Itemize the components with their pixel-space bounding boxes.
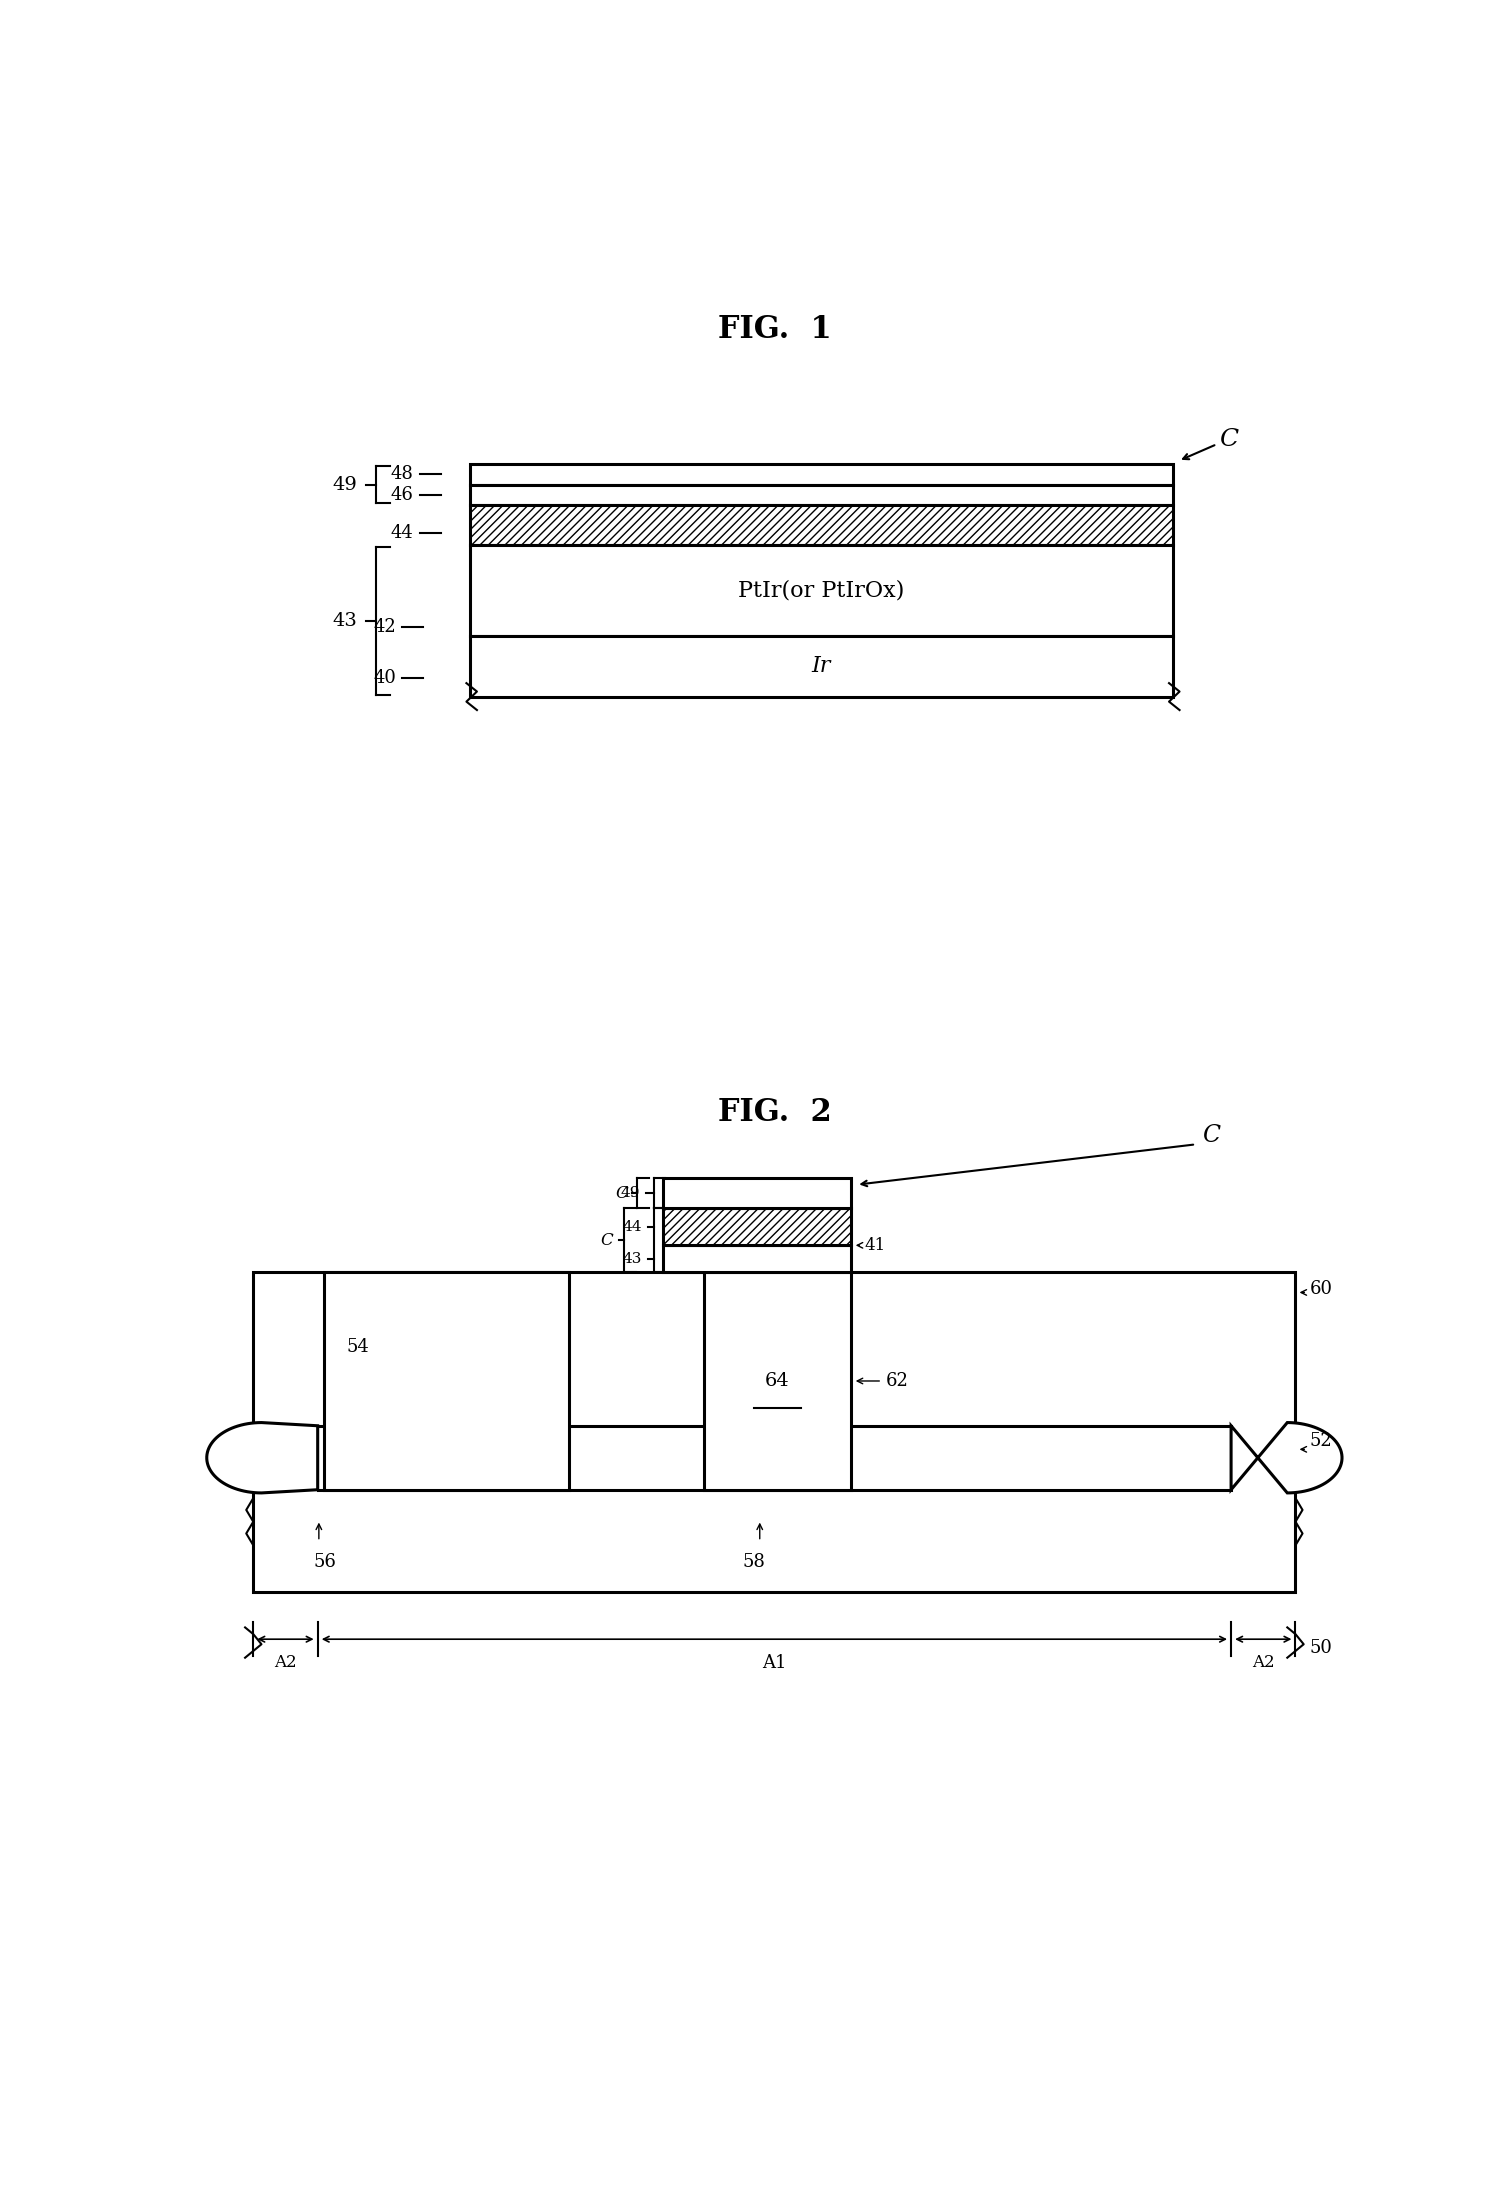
Text: 49: 49 <box>620 1187 639 1200</box>
Bar <box>663 1246 851 1272</box>
Text: C: C <box>1201 1124 1219 1148</box>
Text: Ir: Ir <box>811 656 831 678</box>
Bar <box>254 1272 1295 1591</box>
Text: 58: 58 <box>742 1552 766 1572</box>
Bar <box>470 505 1173 544</box>
Text: 62: 62 <box>885 1373 908 1390</box>
Text: 46: 46 <box>391 485 414 503</box>
Text: 64: 64 <box>765 1373 790 1390</box>
Bar <box>663 1178 851 1209</box>
Text: 44: 44 <box>391 525 414 542</box>
Text: 49: 49 <box>332 477 357 494</box>
Text: 60: 60 <box>1310 1281 1333 1298</box>
Text: FIG.  2: FIG. 2 <box>718 1097 831 1128</box>
Bar <box>470 636 1173 697</box>
Text: PtIr(or PtIrOx): PtIr(or PtIrOx) <box>737 579 905 601</box>
Text: 43: 43 <box>623 1253 642 1266</box>
Text: 43: 43 <box>332 612 357 630</box>
Text: FIG.  1: FIG. 1 <box>718 315 831 345</box>
Bar <box>663 1209 851 1246</box>
Bar <box>470 544 1173 636</box>
Bar <box>470 463 1173 485</box>
Bar <box>470 485 1173 505</box>
Text: 42: 42 <box>373 619 396 636</box>
Text: 56: 56 <box>313 1552 335 1572</box>
Text: C: C <box>615 1185 629 1202</box>
Text: 44: 44 <box>623 1220 642 1233</box>
Text: C: C <box>1219 428 1239 450</box>
Text: 40: 40 <box>373 669 396 686</box>
Text: 41: 41 <box>864 1237 885 1255</box>
Text: A1: A1 <box>762 1655 787 1672</box>
Polygon shape <box>207 1423 317 1493</box>
Bar <box>704 1272 851 1489</box>
Polygon shape <box>1231 1423 1342 1493</box>
Bar <box>323 1272 570 1489</box>
Text: 50: 50 <box>1310 1640 1333 1657</box>
Text: A2: A2 <box>273 1655 296 1672</box>
Text: 52: 52 <box>1310 1432 1333 1449</box>
Text: 48: 48 <box>391 466 414 483</box>
Text: C: C <box>600 1231 613 1248</box>
Text: 54: 54 <box>348 1338 370 1355</box>
Text: A2: A2 <box>1253 1655 1275 1672</box>
